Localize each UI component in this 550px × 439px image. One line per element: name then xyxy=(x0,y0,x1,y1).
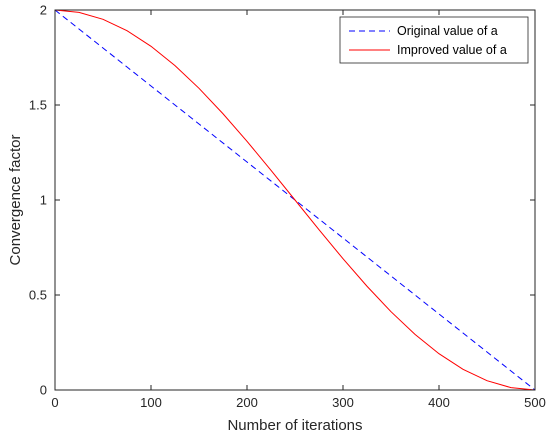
x-tick-label: 500 xyxy=(524,395,546,410)
y-tick-label: 1.5 xyxy=(29,98,47,113)
x-tick-label: 200 xyxy=(236,395,258,410)
y-axis-ticks: 0 0.5 1 1.5 2 xyxy=(29,3,535,398)
x-tick-label: 0 xyxy=(51,395,58,410)
x-axis-label: Number of iterations xyxy=(227,417,362,434)
x-tick-label: 400 xyxy=(428,395,450,410)
x-axis-ticks: 0 100 200 300 400 500 xyxy=(51,10,546,410)
series-layer xyxy=(54,9,536,391)
legend: Original value of a Improved value of a xyxy=(339,16,529,64)
y-tick-label: 2 xyxy=(40,3,47,18)
x-tick-label: 100 xyxy=(140,395,162,410)
y-axis-label: Convergence factor xyxy=(7,135,24,266)
x-tick-label: 300 xyxy=(332,395,354,410)
y-tick-label: 0 xyxy=(40,383,47,398)
series-line-improved xyxy=(54,9,536,391)
series-line-original xyxy=(54,9,536,391)
legend-label-original: Original value of a xyxy=(397,24,498,38)
legend-label-improved: Improved value of a xyxy=(397,43,507,57)
legend-box xyxy=(339,16,529,64)
y-tick-label: 1 xyxy=(40,193,47,208)
y-tick-label: 0.5 xyxy=(29,288,47,303)
